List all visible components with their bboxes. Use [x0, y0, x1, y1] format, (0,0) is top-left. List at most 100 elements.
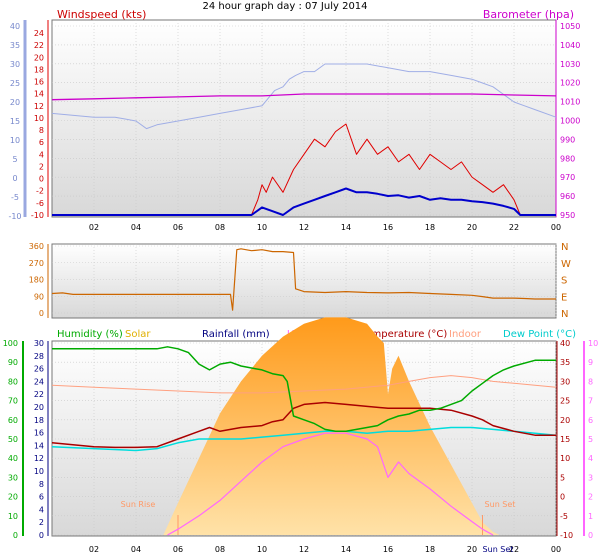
bottom-x-tick: 08	[215, 545, 225, 554]
humidity-tick: 20	[8, 493, 18, 502]
temperature-tick: -5	[560, 512, 568, 521]
bottom-x-tick: 04	[131, 545, 141, 554]
top-right-tick: 1000	[560, 117, 580, 126]
top-x-ticks: 02 04 06 08 10 12 14 16 18 20 22 00	[89, 223, 561, 232]
sun-set-label: Sun Set	[485, 500, 516, 509]
bottom-series	[51, 317, 557, 536]
top-right-tick: 1030	[560, 60, 580, 69]
rainfall-tick: 26	[34, 365, 44, 374]
legend-indoor: Indoor	[449, 329, 482, 340]
series-dewpoint	[51, 426, 557, 452]
humidity-tick: 60	[8, 416, 18, 425]
rainfall-tick: 22	[34, 390, 44, 399]
top-left-outer-tick: 25	[10, 79, 20, 88]
bottom-axes: 1009080706050403020100302826242220181614…	[3, 339, 598, 540]
rainfall-tick: 10	[34, 467, 44, 476]
top-left-inner-tick: 12	[34, 102, 44, 111]
rainfall-tick: 0	[39, 531, 44, 540]
rainfall-tick: 2	[39, 518, 44, 527]
direction-right-tick: N	[561, 309, 568, 320]
rainfall-tick: 30	[34, 339, 44, 348]
top-x-tick: 04	[131, 223, 141, 232]
top-left-outer-tick: 40	[10, 22, 20, 31]
top-right-tick: 990	[560, 135, 575, 144]
rainfall-tick: 16	[34, 429, 44, 438]
uv-tick: 3	[588, 473, 593, 482]
legend-solar: Solar	[125, 329, 151, 340]
bottom-x-tick: 20	[467, 545, 477, 554]
temperature-tick: 30	[560, 377, 570, 386]
temperature-tick: 25	[560, 397, 570, 406]
uv-tick: 10	[588, 339, 598, 348]
top-right-tick: 1040	[560, 41, 580, 50]
direction-left-tick: 180	[29, 276, 44, 285]
top-left-inner-tick: 22	[34, 41, 44, 50]
top-left-inner-tick: 0	[39, 175, 44, 184]
direction-left-tick: 270	[29, 259, 44, 268]
top-right-tick: 970	[560, 173, 575, 182]
direction-right-tick: S	[561, 276, 567, 287]
series-wind-avg	[52, 187, 556, 216]
top-left-outer-tick: 20	[10, 98, 20, 107]
series-temp-outer	[51, 63, 557, 130]
uv-tick: 6	[588, 416, 593, 425]
humidity-tick: 90	[8, 358, 18, 367]
humidity-tick: 40	[8, 454, 18, 463]
uv-tick: 5	[588, 435, 593, 444]
bottom-x-tick: 06	[173, 545, 183, 554]
top-right-tick: 1020	[560, 79, 580, 88]
top-x-tick: 02	[89, 223, 99, 232]
barometer-title: Barometer (hpa)	[483, 8, 574, 21]
direction-gridlines	[52, 244, 557, 318]
temperature-tick: 5	[560, 473, 565, 482]
top-x-tick: 16	[383, 223, 393, 232]
top-left-inner-tick: 2	[39, 162, 44, 171]
chart-title: 24 hour graph day : 07 July 2014	[202, 1, 367, 12]
windspeed-title: Windspeed (kts)	[57, 8, 146, 21]
direction-left-tick: 0	[39, 309, 44, 318]
legend-temperature: Temperature (°C)	[360, 329, 447, 340]
top-right-tick: 1050	[560, 22, 580, 31]
temperature-tick: 40	[560, 339, 570, 348]
top-left-inner-tick: 14	[34, 90, 44, 99]
top-right-tick: 950	[560, 211, 575, 220]
sun-rise-label: Sun Rise	[121, 500, 156, 509]
bottom-x-tick: 16	[383, 545, 393, 554]
top-left-inner-tick: 16	[34, 78, 44, 87]
rainfall-tick: 24	[34, 377, 44, 386]
top-left-inner-tick: 6	[39, 138, 44, 147]
bottom-x-tick: 22	[509, 545, 519, 554]
temperature-tick: 15	[560, 435, 570, 444]
top-left-outer-tick: 15	[10, 117, 20, 126]
top-x-tick: 12	[299, 223, 309, 232]
top-series	[51, 63, 557, 216]
temperature-tick: -10	[560, 531, 573, 540]
top-axes: 4035302520151050-5-102422201816141210864…	[8, 20, 580, 221]
top-right-tick: 980	[560, 154, 575, 163]
rainfall-tick: 28	[34, 352, 44, 361]
rainfall-tick: 12	[34, 454, 44, 463]
uv-tick: 7	[588, 397, 593, 406]
legend-dewpoint: Dew Point (°C)	[503, 329, 576, 340]
humidity-tick: 30	[8, 473, 18, 482]
rainfall-tick: 14	[34, 441, 44, 450]
temperature-tick: 10	[560, 454, 570, 463]
temperature-tick: 35	[560, 358, 570, 367]
bottom-x-tick: 12	[299, 545, 309, 554]
humidity-tick: 50	[8, 435, 18, 444]
humidity-tick: 100	[3, 339, 18, 348]
series-solar	[163, 317, 500, 535]
top-x-tick: 06	[173, 223, 183, 232]
top-left-inner-tick: 24	[34, 29, 44, 38]
humidity-tick: 70	[8, 397, 18, 406]
top-x-tick: 08	[215, 223, 225, 232]
top-left-inner-tick: -6	[36, 199, 44, 208]
top-left-inner-tick: 10	[34, 114, 44, 123]
humidity-tick: 0	[13, 531, 18, 540]
temperature-tick: 0	[560, 493, 565, 502]
direction-left-tick: 360	[29, 242, 44, 251]
rainfall-tick: 8	[39, 480, 44, 489]
bottom-x-tick: 14	[341, 545, 351, 554]
